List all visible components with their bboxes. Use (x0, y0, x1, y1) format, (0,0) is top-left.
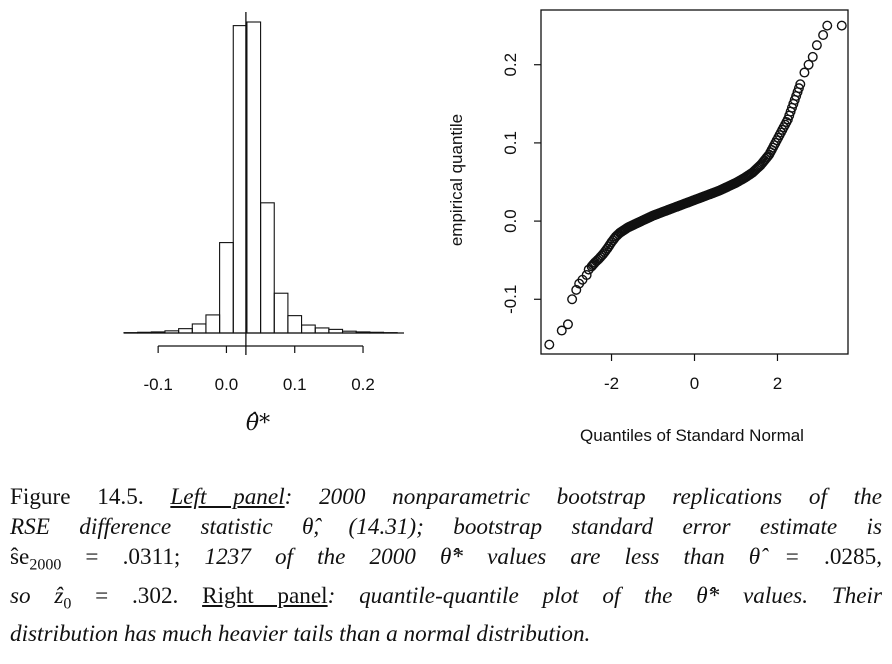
histogram-bar (301, 324, 316, 334)
histogram-bar (246, 21, 262, 334)
caption-line-5: distribution has much heavier tails than… (10, 619, 882, 649)
x-tick-label: 0.2 (351, 375, 375, 394)
histogram-bar (191, 323, 207, 334)
histogram-bar (232, 25, 248, 334)
histogram-bar (137, 331, 152, 334)
histogram-bar (287, 315, 303, 334)
x-tick-label: 2 (773, 374, 782, 393)
y-tick-label: 0.0 (501, 209, 520, 233)
qq-point (562, 319, 573, 330)
y-tick-label: 0.1 (501, 131, 520, 155)
caption-text: : 2000 nonparametric bootstrap replicati… (284, 484, 882, 510)
x-axis-label: θ̂* (246, 411, 270, 436)
histogram-bar (219, 242, 234, 334)
qq-point (799, 67, 810, 78)
caption-text: Left panel (170, 484, 285, 510)
qq-point (836, 20, 847, 31)
caption-text: 1237 of the 2000 θ̂* values are less tha… (204, 544, 825, 570)
x-axis-label: Quantiles of Standard Normal (580, 426, 804, 445)
figure-canvas: -0.1 0.0 0.1 0.2 θ̂* -2 0 2 -0.1 0.0 0.1 0.2 Quanti… (123, 9, 849, 445)
histogram-bar (341, 330, 357, 334)
x-tick-label: 0.0 (215, 375, 239, 394)
x-tick-label: 0 (690, 374, 699, 393)
histogram-panel: -0.1 0.0 0.1 0.2 θ̂* (123, 12, 404, 436)
qq-point (567, 294, 578, 305)
histogram-bar (178, 328, 193, 334)
histogram-bar (314, 327, 330, 334)
y-axis-label: empirical quantile (447, 114, 466, 246)
y-tick-label: -0.1 (501, 285, 520, 314)
caption-text: ẑ (54, 582, 64, 609)
caption-text: Figure 14.5. (10, 484, 171, 510)
x-tick-label: -2 (604, 374, 619, 393)
caption-text: .0285, (824, 544, 882, 570)
histogram-bar (328, 328, 344, 334)
caption-text: so (10, 582, 55, 609)
qq-plot-panel: -2 0 2 -0.1 0.0 0.1 0.2 Quantiles of Standard N… (447, 9, 849, 445)
qq-point (811, 40, 822, 51)
caption-text: 0 (63, 595, 72, 613)
caption-text: Right panel (202, 582, 328, 609)
qq-point (795, 79, 806, 90)
caption-text: 2000 (29, 556, 62, 574)
caption-text: distribution has much heavier tails than… (10, 621, 591, 648)
caption-line-4: so ẑ0 = .302. Right panel: quantile-quan… (10, 581, 882, 620)
histogram-bar (150, 331, 166, 334)
caption-text: ŝe (10, 544, 30, 570)
caption-text: = .0311; (61, 544, 205, 570)
x-tick-label: -0.1 (143, 375, 172, 394)
qq-point (818, 30, 829, 41)
plot-frame (540, 9, 849, 355)
qq-point (571, 284, 582, 295)
histogram-bar (273, 292, 289, 334)
caption-line-3: ŝe2000 = .0311; 1237 of the 2000 θ̂* val… (10, 542, 882, 581)
qq-point (803, 59, 814, 70)
histogram-bar (369, 331, 385, 334)
caption-line-1: Figure 14.5. Left panel: 2000 nonparamet… (10, 482, 882, 512)
histogram-bar (355, 331, 371, 334)
qq-point (556, 325, 567, 336)
histogram-bar (260, 202, 275, 334)
caption-text: : quantile-quantile plot of the θ̂* valu… (327, 582, 882, 609)
qq-point (807, 51, 818, 62)
caption-line-2: RSE difference statistic θ̂, (14.31); bo… (10, 512, 882, 542)
figure-caption: Figure 14.5. Left panel: 2000 nonparamet… (10, 482, 882, 649)
qq-point (581, 270, 592, 281)
qq-point (822, 20, 833, 31)
x-tick-label: 0.1 (283, 375, 307, 394)
y-tick-label: 0.2 (501, 53, 520, 77)
caption-text: = .302. (71, 582, 203, 609)
caption-text: RSE difference statistic θ̂, (14.31); bo… (10, 514, 882, 540)
histogram-bar (205, 314, 221, 334)
qq-point (544, 339, 555, 350)
histogram-bar (164, 330, 180, 334)
